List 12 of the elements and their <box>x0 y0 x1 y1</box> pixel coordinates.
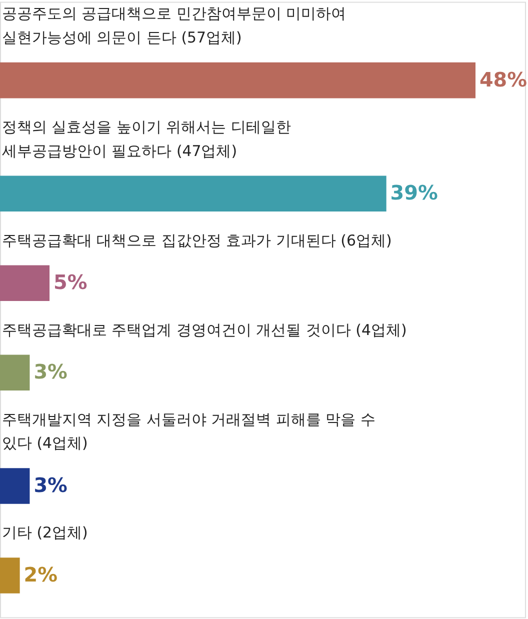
data-label: 3% <box>34 360 68 384</box>
data-label: 5% <box>54 271 88 294</box>
data-label: 2% <box>24 563 58 586</box>
y-tick-label: 주택공급확대 대책으로 집값안정 효과가 기대된다 (6업체) <box>2 231 392 250</box>
y-tick-label: 정책의 실효성을 높이기 위해서는 디테일한 세부공급방안이 필요하다 (47업체) <box>2 118 291 160</box>
data-label: 39% <box>390 182 438 205</box>
y-tick-label: 주택개발지역 지정을 서둘러야 거래절벽 피해를 막을 수 있다 (4업체) <box>2 410 376 452</box>
y-tick-label: 기타 (2업체) <box>2 524 88 542</box>
data-label: 3% <box>34 474 68 497</box>
data-label: 48% <box>479 68 528 92</box>
y-tick-label: 공공주도의 공급대책으로 민간참여부문이 미미하여 실현가능성에 의문이 든다 (57업체) <box>2 4 346 47</box>
y-tick-label: 주택공급확대로 주택업계 경영여건이 개선될 것이다 (4업체) <box>2 320 407 339</box>
